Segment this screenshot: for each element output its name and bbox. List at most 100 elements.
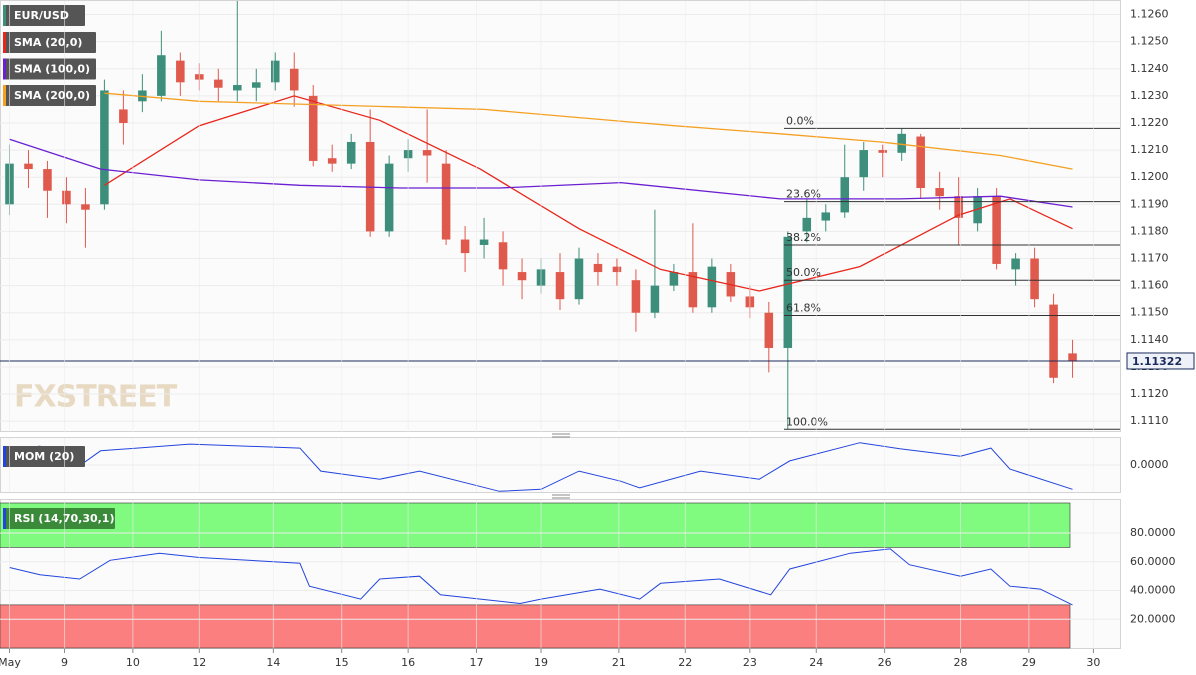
indicator-line <box>9 442 1073 492</box>
candle-body <box>24 163 33 170</box>
candle-body <box>574 258 584 300</box>
legend-box <box>3 85 96 106</box>
candle-body <box>157 55 166 96</box>
y-tick-label: 1.1110 <box>1130 414 1169 427</box>
y-tick-label: 20.0000 <box>1130 612 1176 625</box>
candle-body <box>252 82 261 88</box>
candle-body <box>954 196 963 218</box>
candle-body <box>1068 353 1077 362</box>
candle-body <box>479 239 489 245</box>
candle-body <box>62 190 71 205</box>
legend-label: MOM (20) <box>14 450 74 463</box>
y-tick-label: 1.1160 <box>1130 279 1169 292</box>
legend-stripe <box>3 5 6 26</box>
y-tick-label: 1.1240 <box>1130 62 1169 75</box>
price-pane <box>0 0 1121 432</box>
candle-body <box>1049 304 1058 378</box>
legend-box <box>3 508 115 529</box>
x-tick-label: 30 <box>1086 656 1100 669</box>
fib-label: 61.8% <box>786 301 821 314</box>
x-tick-label: 24 <box>809 656 823 669</box>
y-tick-label: 1.1170 <box>1130 252 1169 265</box>
candle-body <box>650 285 660 313</box>
legend-stripe <box>3 508 6 529</box>
candle-body <box>270 60 280 83</box>
candle-body <box>498 242 508 270</box>
x-tick-label: 28 <box>954 656 968 669</box>
y-tick-label: 1.1260 <box>1130 8 1169 21</box>
candle-body <box>935 188 944 197</box>
x-tick-label: 22 <box>678 656 692 669</box>
x-tick-label: 19 <box>534 656 548 669</box>
candle-body <box>688 272 698 308</box>
candle-body <box>308 95 318 161</box>
y-tick-label: 1.1190 <box>1130 197 1169 210</box>
legend-stripe <box>3 32 6 53</box>
oversold-zone <box>0 604 1071 649</box>
y-tick-label: 1.1120 <box>1130 387 1169 400</box>
y-tick-label: 80.0000 <box>1130 526 1176 539</box>
candle-body <box>460 239 470 254</box>
candle-body <box>100 90 109 205</box>
x-tick-label: 29 <box>1022 656 1036 669</box>
candle-body <box>384 163 394 232</box>
pane-grip[interactable] <box>552 433 570 438</box>
fib-label: 23.6% <box>786 188 821 201</box>
candle-body <box>422 150 432 156</box>
last-price-box <box>1126 352 1195 370</box>
y-tick-label: 40.0000 <box>1130 584 1176 597</box>
fib-label: 100.0% <box>786 415 828 428</box>
candle-body <box>631 280 641 313</box>
legend-box <box>3 32 96 53</box>
sma-line <box>104 95 1073 292</box>
candle-body <box>81 204 90 210</box>
legend-label: SMA (100,0) <box>14 63 90 76</box>
x-tick-label: 12 <box>192 656 206 669</box>
y-tick-label: 1.1210 <box>1130 143 1169 156</box>
legend-label: SMA (200,0) <box>14 89 90 102</box>
candle-body <box>1011 258 1020 270</box>
pane-grip[interactable] <box>552 494 570 499</box>
candle-body <box>878 150 887 153</box>
candle-body <box>992 196 1001 264</box>
sma-line <box>9 138 1073 208</box>
candle-body <box>119 109 128 123</box>
x-tick-label: May <box>0 656 21 669</box>
y-tick-label: 1.1150 <box>1130 306 1169 319</box>
x-tick-label: 17 <box>469 656 483 669</box>
candle-body <box>783 236 793 348</box>
candle-body <box>840 177 850 213</box>
y-tick-label: 60.0000 <box>1130 555 1176 568</box>
candle-body <box>327 158 337 164</box>
last-price-label: 1.11322 <box>1132 355 1182 368</box>
candle-body <box>176 60 185 83</box>
x-tick-label: 26 <box>878 656 892 669</box>
candle-body <box>346 141 356 164</box>
candle-body <box>233 85 242 91</box>
candle-body <box>593 263 603 273</box>
legend-stripe <box>3 85 6 106</box>
legend-stripe <box>3 58 6 80</box>
candle-body <box>821 212 831 221</box>
fib-label: 38.2% <box>786 231 821 244</box>
candle-body <box>897 133 906 153</box>
candle-body <box>43 169 52 191</box>
x-tick-label: 16 <box>401 656 415 669</box>
candle-body <box>289 68 299 91</box>
x-tick-label: 14 <box>266 656 280 669</box>
y-tick-label: 1.1250 <box>1130 35 1169 48</box>
candle-body <box>1030 258 1039 300</box>
indicator-line <box>9 548 1073 606</box>
y-tick-label: 1.1230 <box>1130 89 1169 102</box>
y-tick-label: 1.1180 <box>1130 224 1169 237</box>
candle-body <box>214 79 223 88</box>
legend-stripe <box>3 446 6 467</box>
legend-box <box>3 58 96 80</box>
candle-body <box>669 272 679 286</box>
candle-body <box>916 136 925 189</box>
y-tick-label: 1.1140 <box>1130 333 1169 346</box>
x-tick-label: 9 <box>61 656 68 669</box>
candle-body <box>859 150 868 178</box>
candle-body <box>517 272 527 281</box>
